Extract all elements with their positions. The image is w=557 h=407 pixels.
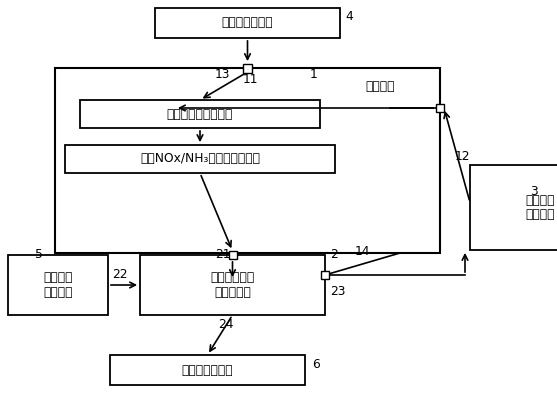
- Text: 仿真模型: 仿真模型: [365, 79, 395, 92]
- Text: 3: 3: [530, 185, 538, 198]
- Text: 4: 4: [345, 10, 353, 23]
- Bar: [243, 63, 252, 72]
- Bar: [321, 271, 329, 279]
- Text: 22: 22: [112, 268, 128, 281]
- Text: 1: 1: [310, 68, 317, 81]
- Text: 6: 6: [312, 358, 320, 371]
- Text: 尿素喷射量仿真模型: 尿素喷射量仿真模型: [167, 107, 233, 120]
- Text: 仿真值和目标
值对比单元: 仿真值和目标 值对比单元: [211, 271, 255, 299]
- Text: 标定结束控制器: 标定结束控制器: [182, 363, 233, 376]
- Text: 仿真参数
调整单元: 仿真参数 调整单元: [525, 193, 555, 221]
- Text: 喷后NOx/NH₃排放量仿真模型: 喷后NOx/NH₃排放量仿真模型: [140, 153, 260, 166]
- Text: 5: 5: [35, 248, 43, 261]
- Text: 14: 14: [355, 245, 370, 258]
- Bar: [65, 145, 335, 173]
- Text: 24: 24: [218, 318, 233, 331]
- Bar: [80, 100, 320, 128]
- Text: 目标值信
息存储器: 目标值信 息存储器: [43, 271, 73, 299]
- Bar: [228, 251, 237, 259]
- Text: 21: 21: [215, 248, 231, 261]
- Bar: [470, 165, 557, 250]
- Bar: [155, 8, 340, 38]
- Text: 12: 12: [455, 150, 471, 163]
- Text: 13: 13: [215, 68, 231, 81]
- Text: 11: 11: [243, 73, 258, 86]
- Bar: [140, 255, 325, 315]
- Bar: [110, 355, 305, 385]
- Text: 23: 23: [330, 285, 345, 298]
- Bar: [436, 104, 444, 112]
- Text: 工况信息存储器: 工况信息存储器: [222, 17, 273, 29]
- Bar: [8, 255, 108, 315]
- Bar: [55, 68, 440, 253]
- Text: 2: 2: [330, 248, 338, 261]
